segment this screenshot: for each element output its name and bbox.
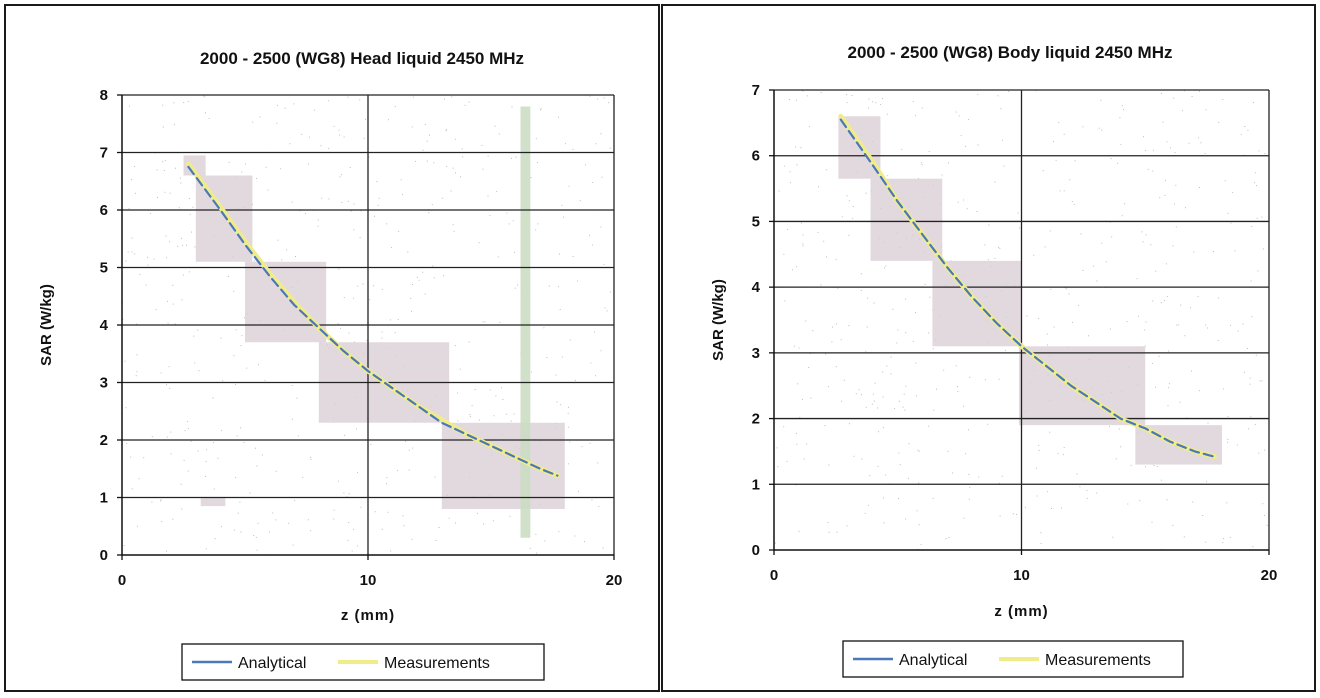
gridlines [774, 89, 1270, 550]
x-tick-label: 20 [606, 572, 623, 589]
legend-label-analytical: Analytical [238, 655, 306, 672]
y-tick-label: 4 [752, 279, 761, 296]
chart-head-liquid: 0 1 2 3 4 5 6 7 8 0 10 20 2000 - 2500 (WG8) Head liq… [38, 49, 623, 681]
shaded-box [245, 261, 327, 343]
x-tick-label: 0 [118, 572, 126, 589]
y-tick-label: 6 [100, 202, 108, 219]
legend: Analytical Measurements [181, 643, 545, 681]
chart-body-liquid: 0 1 2 3 4 5 6 7 0 10 20 2000 - 2500 (WG8) Body liqu… [710, 43, 1278, 678]
y-tick-label: 8 [100, 87, 108, 104]
shaded-box [200, 497, 226, 507]
x-tick-label: 0 [770, 567, 778, 584]
gridlines [122, 94, 615, 555]
y-axis-label: SAR (W/kg) [38, 284, 55, 366]
y-tick-label: 5 [752, 213, 760, 230]
y-tick-label: 1 [100, 490, 108, 507]
y-axis-label: SAR (W/kg) [710, 279, 727, 361]
legend-label-analytical: Analytical [899, 652, 967, 669]
x-tick-label: 10 [360, 572, 377, 589]
y-tick-label: 3 [752, 345, 760, 362]
x-axis-label: z (mm) [994, 603, 1048, 620]
shaded-box [183, 155, 206, 176]
chart-panel-head: 0 1 2 3 4 5 6 7 8 0 10 20 2000 - 2500 (WG8) Head liq… [4, 4, 660, 692]
legend-label-measurements: Measurements [1045, 652, 1151, 669]
y-tick-label: 7 [100, 145, 108, 162]
shaded-regions [838, 116, 1222, 465]
y-tick-label: 6 [752, 148, 760, 165]
shaded-band [520, 106, 531, 538]
chart-title: 2000 - 2500 (WG8) Body liquid 2450 MHz [848, 43, 1173, 62]
y-tick-label: 2 [100, 432, 108, 449]
y-tick-label: 5 [100, 260, 108, 277]
y-tick-label: 2 [752, 411, 760, 428]
y-tick-label: 0 [752, 542, 760, 559]
shaded-regions [183, 106, 565, 538]
y-tick-label: 3 [100, 375, 108, 392]
legend-label-measurements: Measurements [384, 655, 490, 672]
y-tick-label: 1 [752, 476, 760, 493]
x-axis-label: z (mm) [341, 607, 395, 624]
series-line-analytical [839, 118, 1216, 458]
chart-panel-body: 0 1 2 3 4 5 6 7 0 10 20 2000 - 2500 (WG8) Body liqu… [661, 4, 1316, 692]
y-tick-label: 4 [100, 317, 109, 334]
x-tick-label: 20 [1261, 567, 1278, 584]
shaded-box [441, 422, 565, 509]
y-tick-label: 0 [100, 547, 108, 564]
x-tick-label: 10 [1013, 567, 1030, 584]
legend: Analytical Measurements [842, 640, 1184, 678]
chart-title: 2000 - 2500 (WG8) Head liquid 2450 MHz [200, 49, 524, 68]
series-line-analytical [187, 165, 559, 477]
y-tick-label: 7 [752, 82, 760, 99]
